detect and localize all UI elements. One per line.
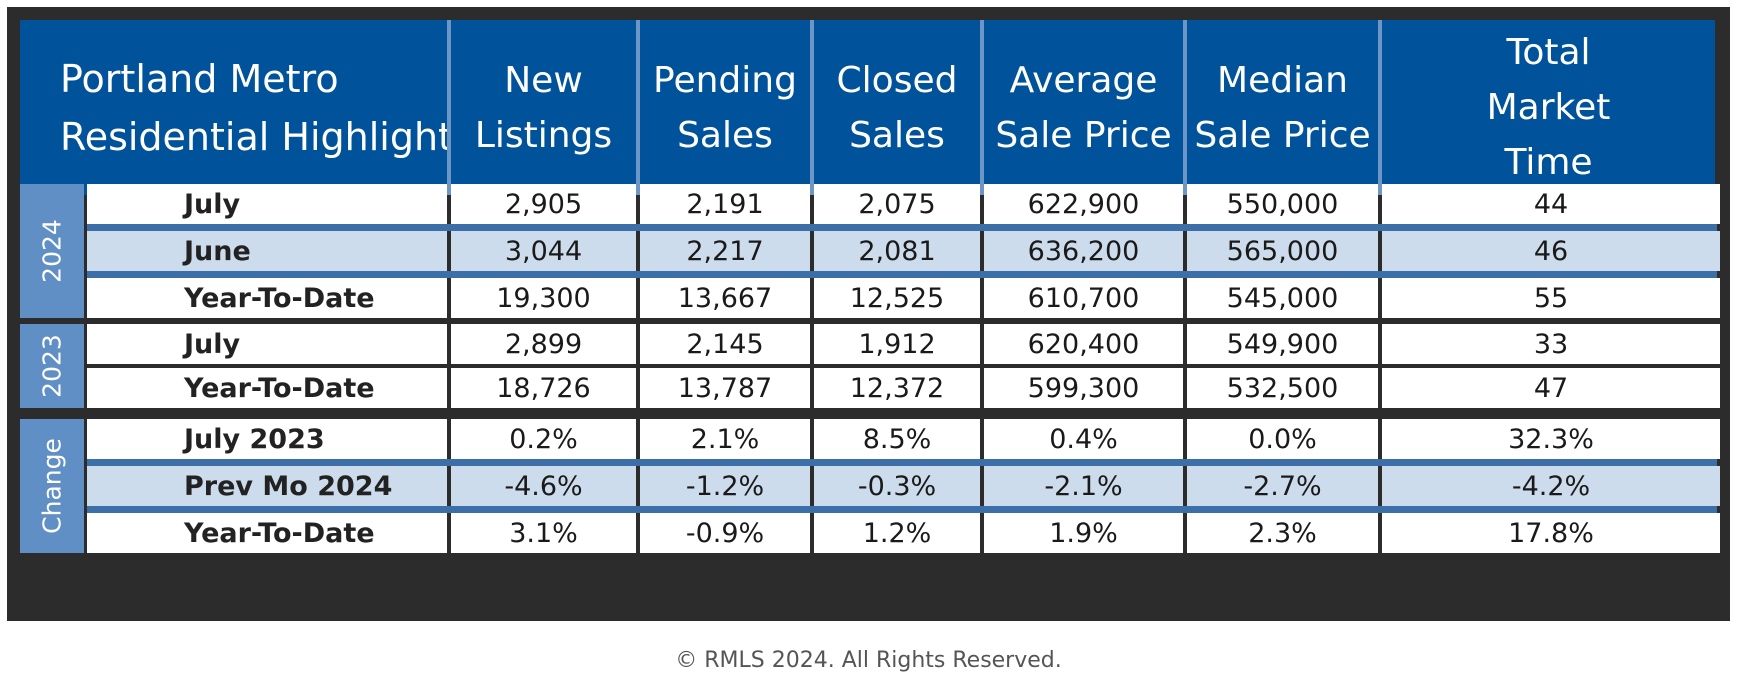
table-cell: 3,044 <box>451 231 636 271</box>
row-label: Year-To-Date <box>87 368 447 408</box>
table-cell: 13,667 <box>640 278 810 318</box>
header-divider <box>980 20 984 195</box>
table-cell: 44 <box>1382 184 1720 224</box>
column-header: Average Sale Price <box>984 20 1183 195</box>
table-cell: 545,000 <box>1187 278 1378 318</box>
table-cell: 0.2% <box>451 419 636 459</box>
table-cell: 2.1% <box>640 419 810 459</box>
column-header-line: Sales <box>849 114 945 156</box>
table-cell: 620,400 <box>984 324 1183 364</box>
table-cell: 2,899 <box>451 324 636 364</box>
table-cell: 12,525 <box>814 278 980 318</box>
row-separator <box>87 224 1717 231</box>
header-divider <box>636 20 640 195</box>
group-label-2023: 2023 <box>20 324 84 408</box>
table-cell: 8.5% <box>814 419 980 459</box>
table-cell: 2.3% <box>1187 513 1378 553</box>
title-line-2: Residential Highlights <box>60 114 473 159</box>
column-header-line: Sale Price <box>995 114 1172 156</box>
table-cell: 2,217 <box>640 231 810 271</box>
copyright-footer: © RMLS 2024. All Rights Reserved. <box>675 648 1062 673</box>
row-label: Year-To-Date <box>87 278 447 318</box>
table-cell: 1.9% <box>984 513 1183 553</box>
table-cell: 13,787 <box>640 368 810 408</box>
table-cell: 1.2% <box>814 513 980 553</box>
table-cell: 32.3% <box>1382 419 1720 459</box>
row-label: July <box>87 324 447 364</box>
group-label-text: 2024 <box>37 219 67 283</box>
table-cell: 549,900 <box>1187 324 1378 364</box>
header-divider <box>1183 20 1187 195</box>
column-header-line: Sales <box>677 114 773 156</box>
row-label: July 2023 <box>87 419 447 459</box>
table-cell: 47 <box>1382 368 1720 408</box>
table-cell: 17.8% <box>1382 513 1720 553</box>
table-cell: 622,900 <box>984 184 1183 224</box>
table-cell: -4.2% <box>1382 466 1720 506</box>
column-header-line: Closed <box>836 59 958 101</box>
table-cell: 33 <box>1382 324 1720 364</box>
row-label: Prev Mo 2024 <box>87 466 447 506</box>
column-header: Median Sale Price <box>1187 20 1378 195</box>
header-divider <box>447 20 451 195</box>
row-separator <box>87 271 1717 278</box>
table-cell: 12,372 <box>814 368 980 408</box>
highlights-table: Portland Metro Residential Highlights Ne… <box>7 7 1730 621</box>
row-label: Year-To-Date <box>87 513 447 553</box>
column-header-line: Time <box>1504 142 1593 183</box>
table-cell: -1.2% <box>640 466 810 506</box>
column-header-line: Average <box>1009 59 1158 101</box>
column-header-line: Total <box>1506 32 1591 73</box>
column-header-line: Listings <box>474 114 613 156</box>
table-cell: 2,075 <box>814 184 980 224</box>
column-header: Total Market Time <box>1382 20 1715 195</box>
row-label: July <box>87 184 447 224</box>
header-divider <box>810 20 814 195</box>
table-title: Portland Metro Residential Highlights <box>20 20 501 195</box>
table-cell: 2,081 <box>814 231 980 271</box>
table-cell: 2,191 <box>640 184 810 224</box>
column-header-line: New <box>504 59 583 101</box>
column-header: Pending Sales <box>640 20 810 195</box>
table-cell: 610,700 <box>984 278 1183 318</box>
table-cell: 0.4% <box>984 419 1183 459</box>
table-cell: -2.7% <box>1187 466 1378 506</box>
group-label-text: Change <box>37 438 67 534</box>
table-cell: -4.6% <box>451 466 636 506</box>
table-cell: 565,000 <box>1187 231 1378 271</box>
table-cell: -0.9% <box>640 513 810 553</box>
group-label-2024: 2024 <box>20 184 84 318</box>
column-header-line: Median <box>1217 59 1348 101</box>
column-header-line: Pending <box>653 59 797 101</box>
table-cell: 599,300 <box>984 368 1183 408</box>
group-label-change: Change <box>20 419 84 553</box>
table-cell: 2,905 <box>451 184 636 224</box>
table-cell: -0.3% <box>814 466 980 506</box>
column-header: Closed Sales <box>814 20 980 195</box>
table-cell: 550,000 <box>1187 184 1378 224</box>
table-cell: 3.1% <box>451 513 636 553</box>
table-cell: 0.0% <box>1187 419 1378 459</box>
table-cell: 19,300 <box>451 278 636 318</box>
column-header-line: Market <box>1486 87 1611 128</box>
group-label-text: 2023 <box>37 334 67 398</box>
row-separator <box>87 506 1717 513</box>
table-cell: 18,726 <box>451 368 636 408</box>
table-cell: 2,145 <box>640 324 810 364</box>
column-header: New Listings <box>451 20 636 195</box>
table-cell: 532,500 <box>1187 368 1378 408</box>
header-divider <box>1378 20 1382 195</box>
column-header-line: Sale Price <box>1194 114 1371 156</box>
table-cell: 46 <box>1382 231 1720 271</box>
table-cell: 1,912 <box>814 324 980 364</box>
table-cell: 55 <box>1382 278 1720 318</box>
row-label: June <box>87 231 447 271</box>
table-cell: 636,200 <box>984 231 1183 271</box>
row-separator <box>87 459 1717 466</box>
title-line-1: Portland Metro <box>60 56 339 101</box>
table-cell: -2.1% <box>984 466 1183 506</box>
